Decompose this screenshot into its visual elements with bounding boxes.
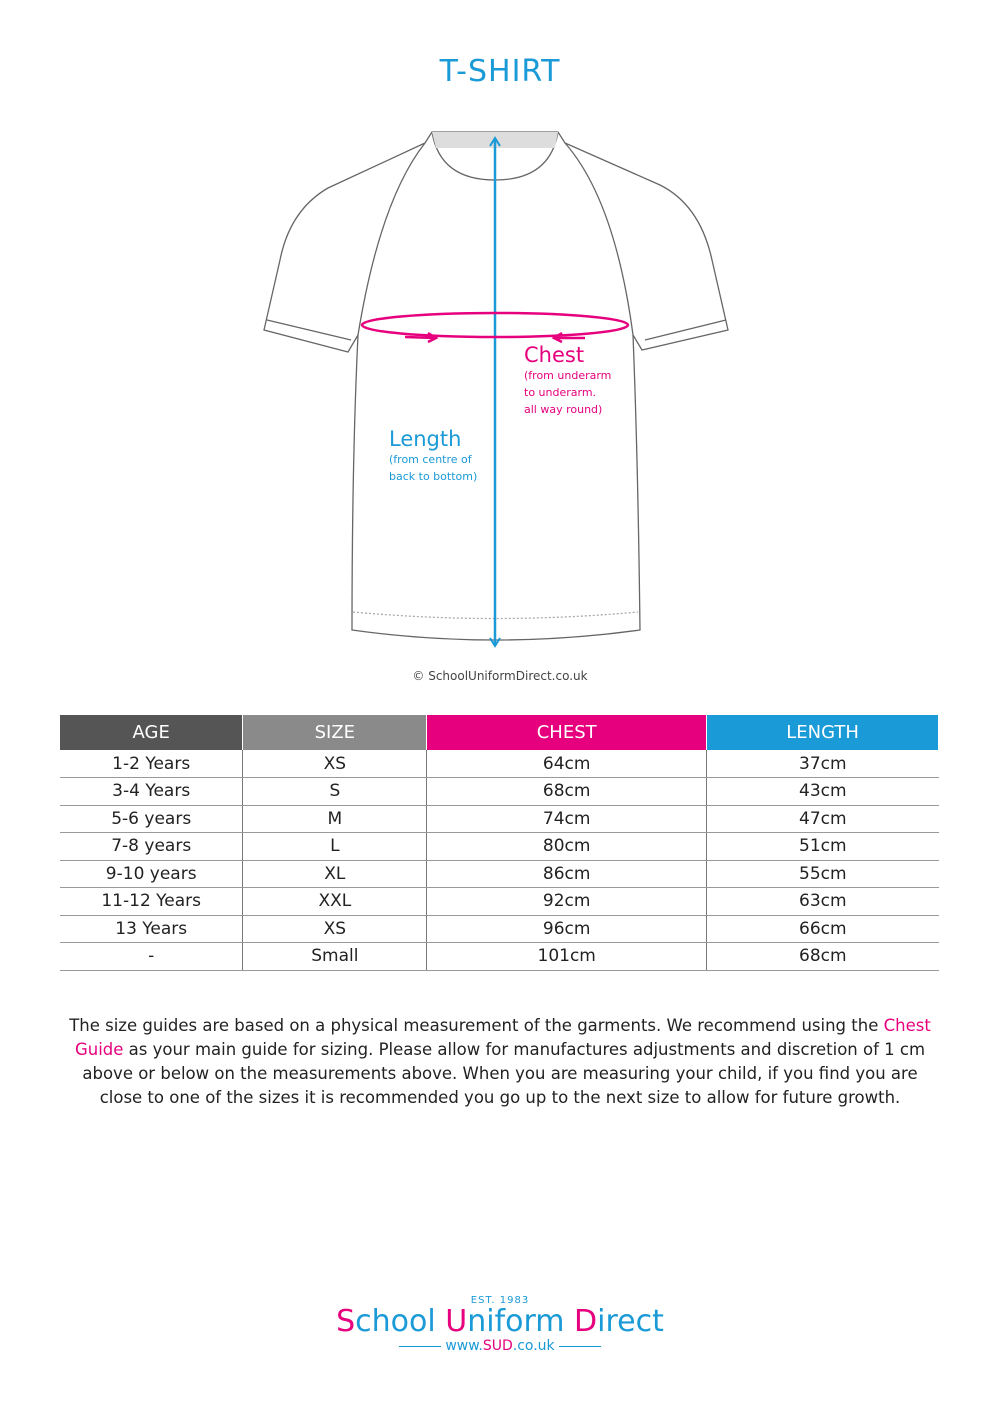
table-cell: 13 Years bbox=[60, 915, 244, 943]
copyright: © SchoolUniformDirect.co.uk bbox=[412, 669, 588, 683]
table-row: 11-12 Years XXL 92cm 63cm bbox=[60, 887, 939, 916]
table-cell: 55cm bbox=[706, 860, 939, 888]
table-cell: L bbox=[242, 832, 428, 861]
logo-est: EST. 1983 bbox=[470, 1295, 530, 1306]
table-cell: XXL bbox=[242, 887, 428, 916]
table-cell: 92cm bbox=[426, 887, 708, 916]
table-cell: 1-2 Years bbox=[60, 750, 244, 778]
page-title: T-SHIRT bbox=[439, 54, 561, 89]
table-cell: 96cm bbox=[426, 915, 708, 943]
table-cell: 37cm bbox=[706, 750, 939, 778]
column-header: LENGTH bbox=[706, 715, 939, 750]
table-cell: 7-8 years bbox=[60, 832, 244, 861]
table-cell: 5-6 years bbox=[60, 805, 244, 833]
table-row: 3-4 Years S 68cm 43cm bbox=[60, 777, 939, 806]
table-cell: 9-10 years bbox=[60, 860, 244, 888]
table-row: 5-6 years M 74cm 47cm bbox=[60, 805, 939, 833]
table-cell: 68cm bbox=[426, 777, 708, 806]
length-desc: (from centre of bbox=[389, 453, 472, 466]
note-text: as your main guide for sizing. Please al… bbox=[82, 1040, 926, 1107]
chest-desc: to underarm. bbox=[524, 386, 597, 399]
column-header: AGE bbox=[60, 715, 244, 750]
table-cell: 47cm bbox=[706, 805, 939, 833]
table-cell: S bbox=[242, 777, 428, 806]
table-cell: 63cm bbox=[706, 887, 939, 916]
chest-desc: (from underarm bbox=[524, 369, 612, 382]
column-header: CHEST bbox=[426, 715, 708, 750]
table-cell: 101cm bbox=[426, 942, 708, 971]
size-note: The size guides are based on a physical … bbox=[60, 1014, 940, 1110]
length-label: Length (from centre of back to bottom) bbox=[389, 427, 477, 485]
table-cell: Small bbox=[242, 942, 428, 971]
table-cell: 68cm bbox=[706, 942, 939, 971]
table-cell: 11-12 Years bbox=[60, 887, 244, 916]
chest-title: Chest bbox=[524, 343, 585, 367]
length-title: Length bbox=[389, 427, 462, 451]
logo-url: www.SUD.co.uk bbox=[298, 1338, 702, 1354]
table-row: 1-2 Years XS 64cm 37cm bbox=[60, 750, 939, 778]
table-cell: M bbox=[242, 805, 428, 833]
logo: EST. 1983 School Uniform Direct www.SUD.… bbox=[298, 1295, 702, 1354]
chest-guide-highlight: Chest Guide bbox=[74, 1016, 931, 1059]
logo-name: School Uniform Direct bbox=[336, 1304, 664, 1339]
length-desc: back to bottom) bbox=[389, 470, 478, 483]
table-cell: XS bbox=[242, 915, 428, 943]
note-text: The size guides are based on a physical … bbox=[69, 1016, 884, 1035]
table-cell: - bbox=[60, 942, 244, 971]
chest-desc: all way round) bbox=[524, 403, 603, 416]
table-cell: 66cm bbox=[706, 915, 939, 943]
table-row: - Small 101cm 68cm bbox=[60, 942, 939, 971]
table-cell: XL bbox=[242, 860, 428, 888]
table-cell: 80cm bbox=[426, 832, 708, 861]
tshirt-diagram bbox=[263, 131, 729, 648]
chest-ellipse bbox=[360, 311, 630, 339]
chest-label: Chest (from underarm to underarm. all wa… bbox=[524, 343, 611, 418]
table-cell: 74cm bbox=[426, 805, 708, 833]
column-header: SIZE bbox=[242, 715, 428, 750]
table-row: 7-8 years L 80cm 51cm bbox=[60, 832, 939, 861]
size-table: AGE SIZE CHEST LENGTH 1-2 Years XS 64cm 37cm 3-… bbox=[60, 715, 939, 971]
table-cell: 43cm bbox=[706, 777, 939, 806]
table-cell: 64cm bbox=[426, 750, 708, 778]
table-cell: 3-4 Years bbox=[60, 777, 244, 806]
table-cell: 51cm bbox=[706, 832, 939, 861]
table-cell: 86cm bbox=[426, 860, 708, 888]
table-row: 9-10 years XL 86cm 55cm bbox=[60, 860, 939, 888]
table-cell: XS bbox=[242, 750, 428, 778]
table-row: 13 Years XS 96cm 66cm bbox=[60, 915, 939, 943]
